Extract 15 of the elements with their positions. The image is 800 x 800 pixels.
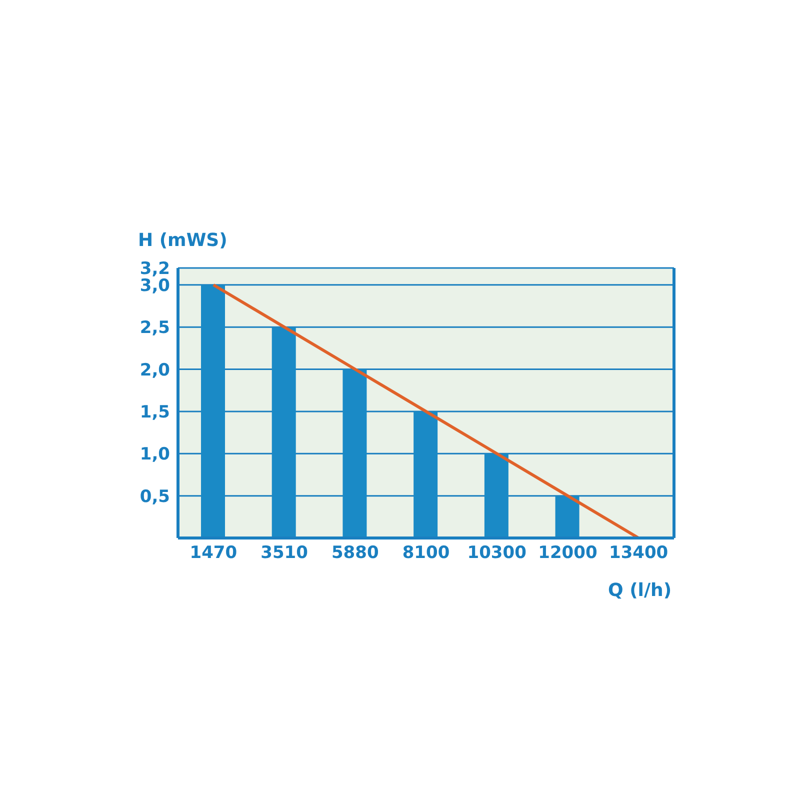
- x-tick-label: 12000: [538, 543, 598, 564]
- x-tick-label: 3510: [260, 543, 308, 564]
- line-series: [212, 283, 640, 538]
- x-tick-label: 5880: [331, 543, 379, 564]
- y-tick-label: 1,0: [140, 444, 170, 465]
- y-tick-label: 0,5: [140, 486, 170, 507]
- y-tick-label: 2,5: [140, 318, 170, 338]
- x-tick-label: 8100: [402, 543, 450, 564]
- x-tick-label: 13400: [608, 543, 668, 564]
- y-tick-label: 2,0: [140, 360, 170, 380]
- x-axis-title: Q (l/h): [608, 580, 672, 601]
- y-axis-title: H (mWS): [138, 230, 228, 251]
- x-tick-label: 10300: [467, 543, 527, 564]
- x-tick-label: 1470: [190, 543, 238, 564]
- y-tick-label: 1,5: [140, 402, 170, 422]
